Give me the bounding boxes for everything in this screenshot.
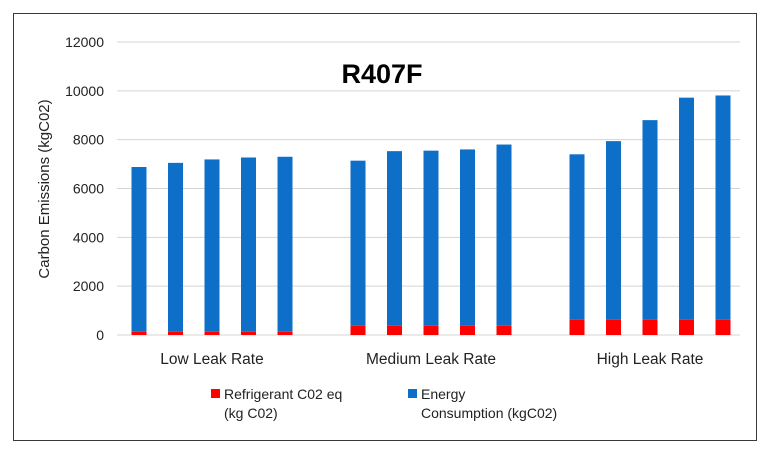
category-labels: Low Leak Rate Medium Leak Rate High Leak R… <box>160 351 703 368</box>
bar-segment-energy <box>496 144 512 326</box>
category-label: Low Leak Rate <box>160 351 263 368</box>
bar-segment-refrigerant <box>131 331 147 335</box>
bar-segment-energy <box>241 157 256 332</box>
bar-segment-energy <box>387 151 402 326</box>
y-tick-label: 10000 <box>65 83 104 99</box>
legend-label: Consumption (kgC02) <box>421 405 557 421</box>
bar-segment-refrigerant <box>679 319 694 335</box>
bar-segment-energy <box>168 162 183 332</box>
bar-segment-energy <box>642 120 658 320</box>
legend-label: Energy <box>421 386 465 402</box>
bar-segment-energy <box>715 95 731 320</box>
bar-segment-energy <box>131 167 147 332</box>
bar-segment-refrigerant <box>277 331 293 335</box>
bar-segment-refrigerant <box>241 331 256 335</box>
bar-segment-refrigerant <box>350 325 366 335</box>
bar-segment-refrigerant <box>460 325 475 335</box>
bar-segment-energy <box>350 160 366 326</box>
bar-segment-refrigerant <box>423 325 439 335</box>
chart-title: R407F <box>341 59 422 89</box>
bar-segment-energy <box>423 150 439 326</box>
bar-segment-refrigerant <box>715 319 731 335</box>
bar-segment-refrigerant <box>204 331 220 335</box>
y-tick-label: 4000 <box>73 229 104 245</box>
bar-segment-refrigerant <box>606 319 621 335</box>
bar-segment-energy <box>679 97 694 320</box>
bar-segment-energy <box>277 156 293 332</box>
category-label: Medium Leak Rate <box>366 351 496 368</box>
y-axis-title: Carbon Emissions (kgC02) <box>36 99 53 278</box>
y-tick-label: 2000 <box>73 278 104 294</box>
y-tick-label: 8000 <box>73 132 104 148</box>
y-tick-label: 12000 <box>65 34 104 50</box>
legend: Refrigerant C02 eq (kg C02) Energy Consumpt… <box>211 386 557 421</box>
bar-segment-refrigerant <box>569 319 585 335</box>
legend-label: Refrigerant C02 eq <box>224 386 342 402</box>
bar-segment-refrigerant <box>642 319 658 335</box>
bar-segment-energy <box>460 149 475 326</box>
bar-segment-energy <box>606 141 621 320</box>
bar-segment-refrigerant <box>168 331 183 335</box>
bar-segment-refrigerant <box>496 325 512 335</box>
legend-label: (kg C02) <box>224 405 278 421</box>
bar-segment-refrigerant <box>387 325 402 335</box>
y-tick-label: 6000 <box>73 181 104 197</box>
bar-segment-energy <box>204 159 220 332</box>
y-tick-label: 0 <box>96 327 104 343</box>
bar-segment-energy <box>569 154 585 320</box>
bars <box>131 95 731 335</box>
legend-swatch <box>408 389 417 398</box>
legend-swatch <box>211 389 220 398</box>
category-label: High Leak Rate <box>597 351 704 368</box>
y-tick-labels: 0 2000 4000 6000 8000 10000 12000 <box>65 34 104 343</box>
gridlines <box>117 41 740 336</box>
